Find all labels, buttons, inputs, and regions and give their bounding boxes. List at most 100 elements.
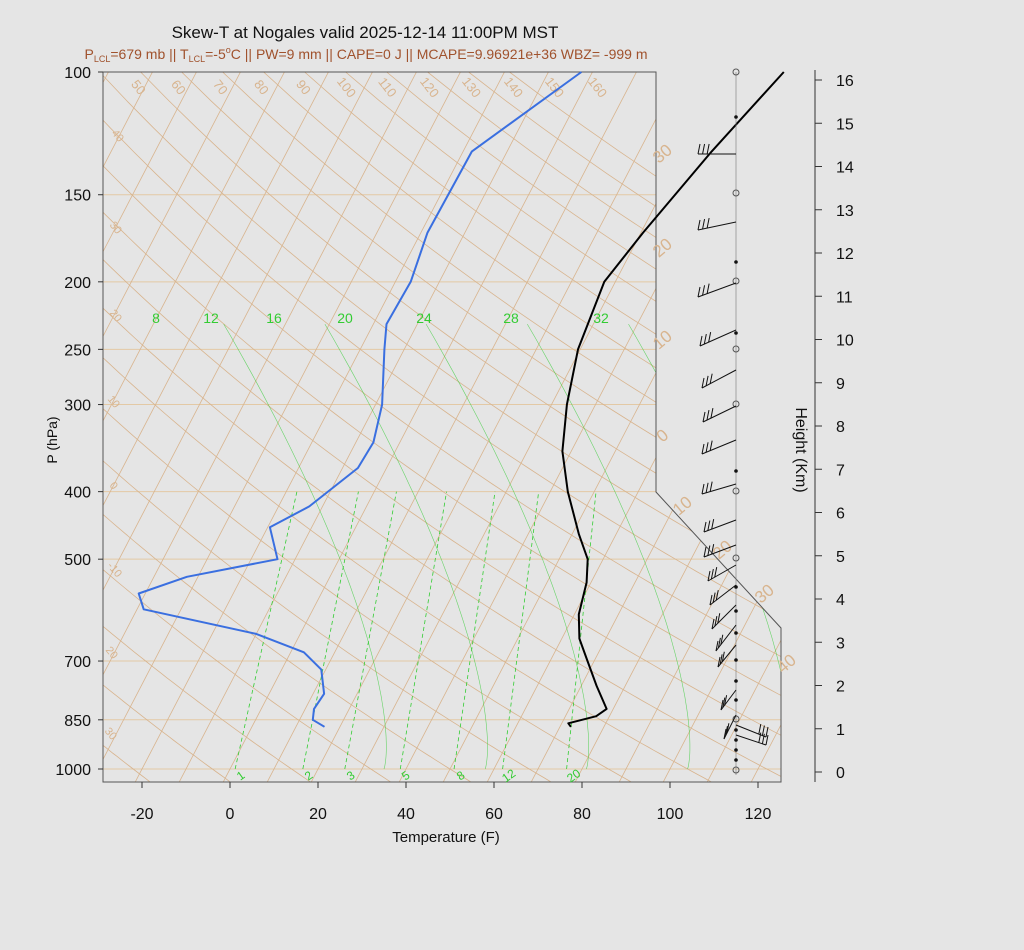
wind-barb-flag: [707, 570, 711, 582]
calm-ring: [732, 189, 740, 197]
wind-barb-flag: [721, 651, 725, 662]
wind-barb-flag: [703, 546, 707, 558]
wind-barb-flag: [708, 332, 712, 343]
lcl-t-label: T: [180, 46, 189, 62]
lcl-t-pre: =-5: [205, 46, 226, 62]
mixing-top-label: 24: [416, 310, 432, 326]
wind-barb-flag: [717, 637, 721, 648]
wind-barb-flag: [703, 521, 707, 533]
lcl-t-sup: o: [226, 45, 231, 55]
wind-barb-flag: [710, 568, 714, 580]
wind-barb-flag: [697, 286, 701, 298]
wind-barb-flag: [706, 143, 710, 155]
temperature-tick-label: 0: [226, 806, 235, 823]
wind-barb-staff: [701, 483, 737, 495]
wind-barb-staff: [735, 734, 767, 746]
dry-adiabat-line: [103, 72, 781, 782]
chart-subtitle: PLCL=679 mb || TLCL=-5oC || PW=9 mm || C…: [85, 45, 648, 64]
temperature-tick-label: -20: [130, 806, 153, 823]
dry-adiabat-line: [103, 72, 475, 782]
calm-ring: [732, 487, 740, 495]
wind-barb-flag: [715, 640, 719, 652]
mixing-top-label: 28: [503, 310, 519, 326]
height-tick-label: 10: [836, 333, 854, 350]
wind-barb-flag: [701, 443, 705, 455]
wind-dot: [734, 658, 738, 662]
moist-adiabat-line: [223, 323, 387, 770]
wind-barb-flag: [724, 726, 728, 737]
dry-adiabat-line: [222, 72, 781, 782]
wind-barb-flag: [706, 217, 710, 229]
pressure-tick-label: 850: [64, 713, 91, 730]
wind-barb-staff: [702, 405, 737, 423]
mixing-top-label: 8: [152, 310, 160, 326]
calm-ring: [732, 554, 740, 562]
wind-barb-staff: [707, 564, 737, 582]
wind-barb-flag: [723, 728, 727, 740]
wind-barb-flag: [717, 613, 721, 624]
wind-dot: [734, 469, 738, 473]
wind-barb-flag: [761, 733, 765, 744]
dry-adiabat-line: [103, 72, 234, 782]
height-tick-label: 9: [836, 376, 845, 393]
height-tick-label: 3: [836, 635, 845, 652]
temperature-tick-label: 40: [397, 806, 415, 823]
temperature-tick-label: 100: [657, 806, 684, 823]
pressure-tick-label: 500: [64, 552, 91, 569]
wind-barb-flag: [702, 143, 706, 155]
wind-barb-flag: [709, 481, 713, 492]
mixing-top-label: 32: [593, 310, 609, 326]
wind-dot: [734, 631, 738, 635]
height-tick-label: 13: [836, 203, 854, 220]
temperature-profile-line: [561, 71, 785, 728]
dry-adiabat-line: [103, 72, 314, 782]
wind-barb-staff: [715, 624, 737, 652]
wind-dot: [734, 609, 738, 613]
wind-barb-flag: [697, 143, 701, 155]
dry-adiabat-line: [263, 72, 781, 782]
wind-barb-flag: [701, 483, 705, 495]
wind-barb-flag: [715, 590, 719, 601]
wind-barb-flag: [765, 734, 769, 746]
wind-barb-staff: [697, 221, 737, 231]
wind-barb-flag: [720, 634, 724, 645]
wind-dot: [734, 331, 738, 335]
wind-barb-staff: [699, 329, 737, 347]
isotherm-line: [617, 72, 781, 782]
wind-barb-staff: [720, 689, 737, 711]
wind-barb-flag: [711, 519, 715, 530]
wind-barb-staff: [735, 724, 767, 738]
isotherm-line: [103, 72, 478, 782]
isotherm-line: [103, 72, 302, 782]
wind-barb-flag: [714, 616, 718, 627]
wind-dot: [734, 679, 738, 683]
dry-adiabat-line: [103, 72, 555, 782]
wind-barb-flag: [703, 333, 707, 345]
wind-barb-flag: [707, 545, 711, 556]
diagram-frame: [102, 71, 782, 783]
dry-adiabat-line: [140, 72, 781, 782]
wind-barb-flag: [705, 442, 709, 453]
pressure-tick-label: 250: [64, 342, 91, 359]
wind-barb-staff: [711, 604, 737, 630]
isotherm-line: [265, 72, 654, 782]
wind-barb-staff: [703, 519, 737, 533]
temperature-tick-label: 20: [309, 806, 327, 823]
wind-barb-flag: [709, 594, 713, 606]
pressure-tick-label: 1000: [55, 762, 91, 779]
isotherm-line: [133, 72, 522, 782]
height-tick-label: 1: [836, 722, 845, 739]
wind-barb-staff: [709, 584, 737, 606]
mixing-ratio-line: [234, 491, 298, 770]
wind-barb-flag: [709, 373, 713, 384]
height-tick-label: 12: [836, 246, 854, 263]
wind-dot: [734, 698, 738, 702]
dry-adiabat-line: [103, 72, 635, 782]
height-tick-label: 2: [836, 679, 845, 696]
height-tick-label: 0: [836, 765, 845, 782]
height-axis-title: Height (Km): [792, 407, 809, 492]
wind-barb-flag: [706, 283, 710, 294]
dry-adiabat-line: [103, 72, 781, 782]
wind-barb-flag: [726, 723, 730, 734]
temperature-tick-label: 60: [485, 806, 503, 823]
